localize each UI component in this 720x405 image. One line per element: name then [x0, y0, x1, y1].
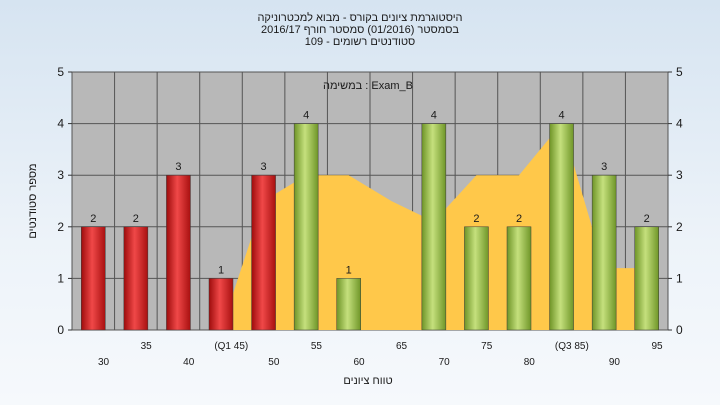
chart-title-line-2: בסמסטר (01/2016) סמסטר חורף 2016/17	[260, 24, 460, 36]
y-tick-label-right: 2	[676, 220, 683, 234]
y-axis-left: 0 1 2 3 4 5	[57, 65, 72, 337]
y-tick-label-left: 5	[57, 65, 64, 79]
x-tick-label: (Q3 85)	[555, 341, 589, 352]
bar-value-label: 2	[473, 213, 479, 225]
bar-60	[336, 278, 361, 331]
x-tick-label: 40	[183, 357, 195, 368]
x-tick-label: 90	[609, 357, 621, 368]
bar-value-label: 3	[175, 161, 181, 173]
bar-55	[293, 123, 319, 331]
bar-value-label: 2	[516, 213, 522, 225]
bar-value-label: 2	[90, 213, 96, 225]
y-axis-right: 0 1 2 3 4 5	[668, 65, 683, 337]
bar-Q1-45	[208, 278, 234, 331]
bar-Q3-85	[549, 123, 574, 331]
bar-95	[634, 226, 659, 331]
y-tick-label-left: 1	[57, 271, 64, 285]
x-axis-title: טווח ציונים	[343, 375, 392, 387]
y-tick-label-right: 1	[676, 271, 683, 285]
bar-value-label: 4	[559, 110, 565, 122]
bar-value-label: 3	[261, 161, 267, 173]
bar-90	[591, 174, 617, 331]
x-tick-label: 80	[524, 357, 536, 368]
x-tick-label: 35	[141, 341, 153, 352]
y-tick-label-left: 4	[57, 117, 64, 131]
bar-40	[166, 174, 191, 331]
chart-title: היסטוגרמת ציונים בקורס - מבוא למכטרוניקה…	[0, 12, 720, 48]
y-tick-label-right: 0	[676, 323, 683, 337]
bar-value-label: 2	[133, 213, 139, 225]
y-tick-label-left: 0	[57, 323, 64, 337]
chart-title-line-3: סטודנטים רשומים - 109	[304, 36, 416, 48]
x-tick-label: 55	[311, 341, 323, 352]
x-tick-label: (Q1 45)	[214, 341, 248, 352]
chart-title-line-1: היסטוגרמת ציונים בקורס - מבוא למכטרוניקה	[257, 12, 463, 24]
y-tick-label-left: 3	[57, 168, 64, 182]
x-tick-label: 70	[439, 357, 451, 368]
chart-annotation: במשימה : Exam_B	[323, 80, 413, 92]
x-tick-label: 75	[481, 341, 493, 352]
bar-50	[251, 174, 276, 331]
bar-value-label: 2	[644, 213, 650, 225]
bar-35	[123, 226, 149, 331]
bars: 2 2 3 1 3 4 1 4 2 2 4 3 2	[81, 110, 659, 331]
y-tick-label-left: 2	[57, 220, 64, 234]
bar-value-label: 3	[601, 161, 607, 173]
y-tick-label-right: 3	[676, 168, 683, 182]
bar-value-label: 1	[218, 264, 224, 276]
bar-80	[506, 226, 532, 331]
y-tick-label-right: 4	[676, 117, 683, 131]
x-tick-label: 95	[651, 341, 663, 352]
x-tick-label: 30	[98, 357, 110, 368]
bar-value-label: 1	[346, 264, 352, 276]
x-axis: 30 35 40 (Q1 45) 50 55 60 65 70 75 80 (Q3 85) 90 95	[98, 341, 663, 368]
y-tick-label-right: 5	[676, 65, 683, 79]
x-tick-label: 60	[353, 357, 365, 368]
bar-30	[81, 226, 106, 331]
x-tick-label: 65	[396, 341, 408, 352]
bar-value-label: 4	[303, 110, 309, 122]
y-axis-title: מספר סטודנטים	[27, 163, 39, 238]
bar-value-label: 4	[431, 110, 437, 122]
x-tick-label: 50	[268, 357, 280, 368]
bar-70	[421, 123, 447, 331]
bar-75	[464, 226, 489, 331]
